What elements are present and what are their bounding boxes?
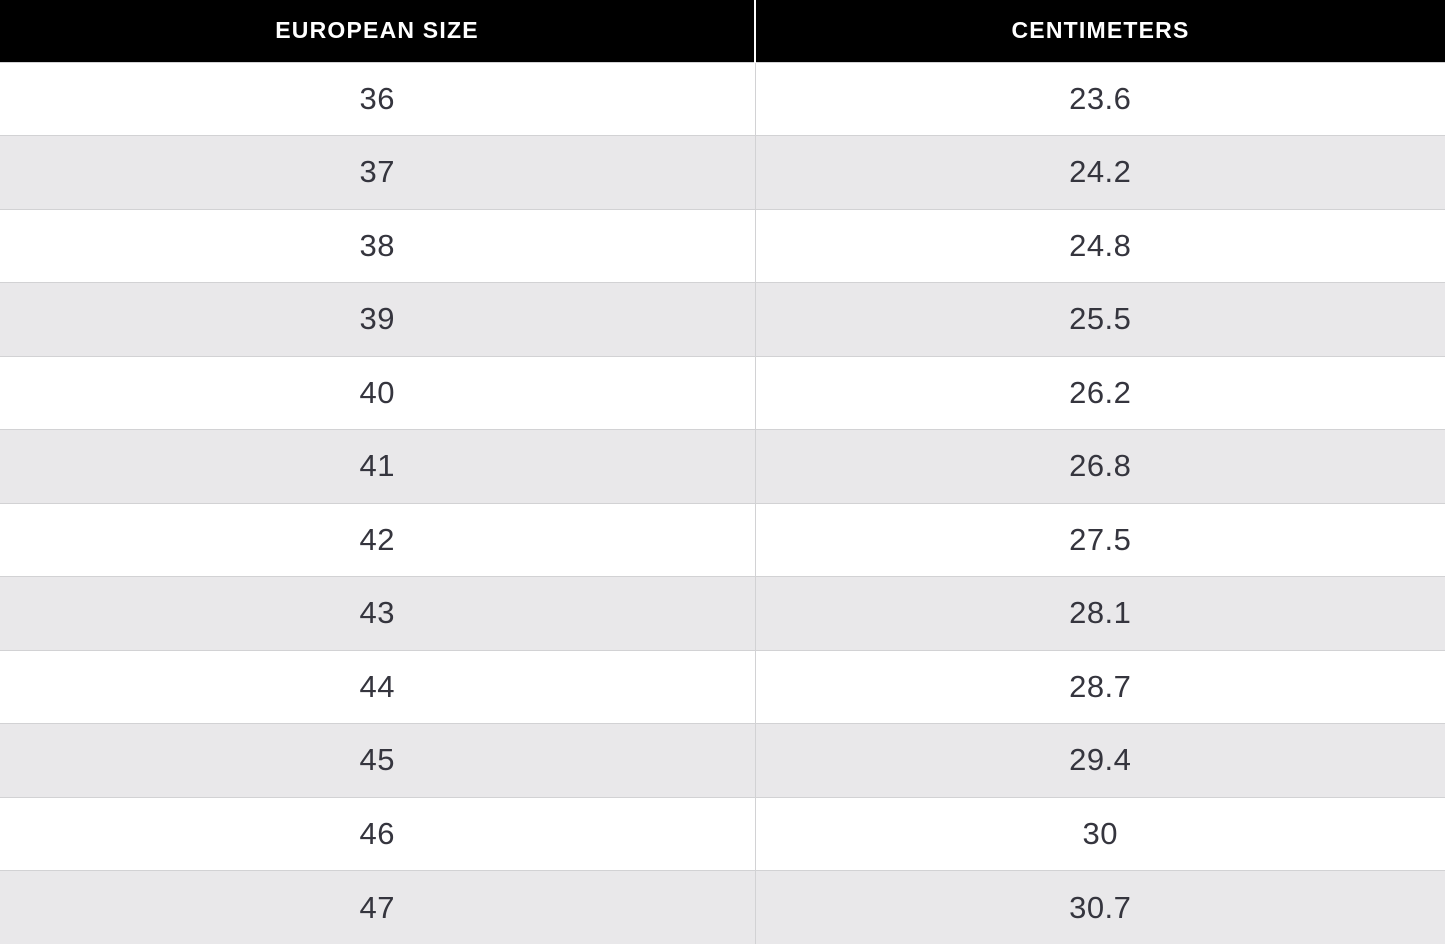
table-row: 36 23.6 <box>0 62 1445 136</box>
table-row: 38 24.8 <box>0 209 1445 283</box>
cm-cell: 23.6 <box>755 62 1445 136</box>
table-row: 39 25.5 <box>0 283 1445 357</box>
table-row: 46 30 <box>0 797 1445 871</box>
cm-cell: 27.5 <box>755 503 1445 577</box>
cm-cell: 26.8 <box>755 430 1445 504</box>
table-header-row: EUROPEAN SIZE CENTIMETERS <box>0 0 1445 62</box>
table-row: 43 28.1 <box>0 577 1445 651</box>
cm-cell: 25.5 <box>755 283 1445 357</box>
cm-cell: 24.2 <box>755 136 1445 210</box>
eu-size-cell: 45 <box>0 724 755 798</box>
table-row: 37 24.2 <box>0 136 1445 210</box>
eu-size-cell: 36 <box>0 62 755 136</box>
cm-cell: 28.7 <box>755 650 1445 724</box>
column-header-centimeters: CENTIMETERS <box>755 0 1445 62</box>
eu-size-cell: 41 <box>0 430 755 504</box>
eu-size-cell: 40 <box>0 356 755 430</box>
eu-size-cell: 43 <box>0 577 755 651</box>
cm-cell: 26.2 <box>755 356 1445 430</box>
eu-size-cell: 38 <box>0 209 755 283</box>
eu-size-cell: 47 <box>0 871 755 944</box>
eu-size-cell: 39 <box>0 283 755 357</box>
cm-cell: 28.1 <box>755 577 1445 651</box>
cm-cell: 30 <box>755 797 1445 871</box>
table-row: 47 30.7 <box>0 871 1445 944</box>
table-row: 44 28.7 <box>0 650 1445 724</box>
eu-size-cell: 46 <box>0 797 755 871</box>
eu-size-cell: 42 <box>0 503 755 577</box>
eu-size-cell: 37 <box>0 136 755 210</box>
table-row: 41 26.8 <box>0 430 1445 504</box>
column-header-european-size: EUROPEAN SIZE <box>0 0 755 62</box>
table-row: 40 26.2 <box>0 356 1445 430</box>
table-row: 45 29.4 <box>0 724 1445 798</box>
cm-cell: 24.8 <box>755 209 1445 283</box>
eu-size-cell: 44 <box>0 650 755 724</box>
table-row: 42 27.5 <box>0 503 1445 577</box>
cm-cell: 29.4 <box>755 724 1445 798</box>
cm-cell: 30.7 <box>755 871 1445 944</box>
